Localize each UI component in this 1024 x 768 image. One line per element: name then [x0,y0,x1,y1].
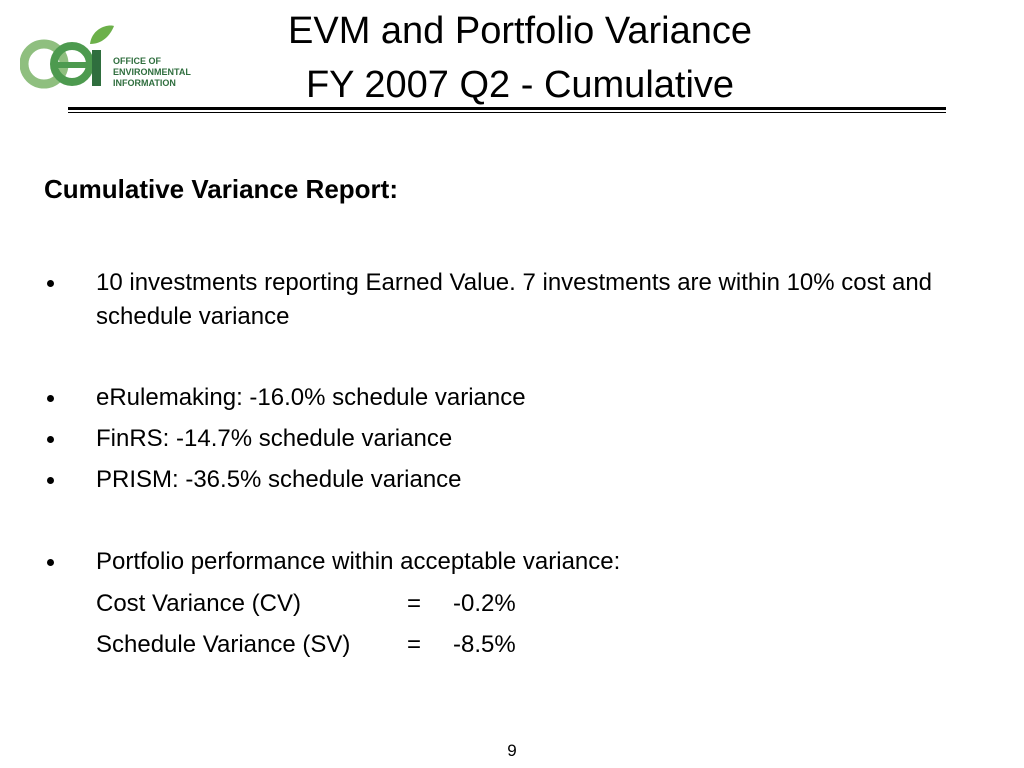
row-value: -0.2% [453,590,516,617]
heading: Cumulative Variance Report: [44,174,398,204]
row-equals: = [407,590,422,617]
bullet: FinRS: -14.7% schedule variance [96,425,453,452]
title: FY 2007 Q2 - Cumulative [305,64,735,106]
logo-mark [20,25,114,89]
row-equals: = [407,631,422,658]
bullet-dot [47,436,54,443]
logo-text: OFFICE OF [113,56,161,66]
row-label: Schedule Variance (SV) [96,631,351,658]
bullet: PRISM: -36.5% schedule variance [96,466,462,493]
bullet-dot [47,280,54,287]
bullet: eRulemaking: -16.0% schedule variance [96,384,526,411]
logo-text: ENVIRONMENTAL [113,67,191,77]
row-label: Cost Variance (CV) [96,590,301,617]
row-value: -8.5% [453,631,516,658]
title: EVM and Portfolio Variance [288,10,752,52]
bullet-dot [47,395,54,402]
bullet-dot [47,559,54,566]
bullet: Portfolio performance within acceptable … [96,548,621,575]
title-rule [68,107,946,110]
bullet-dot [47,477,54,484]
logo-text: INFORMATION [113,78,176,88]
bullet: 10 investments reporting Earned Value. 7… [96,269,933,330]
title-rule [68,112,946,113]
page-number: 9 [507,741,517,760]
